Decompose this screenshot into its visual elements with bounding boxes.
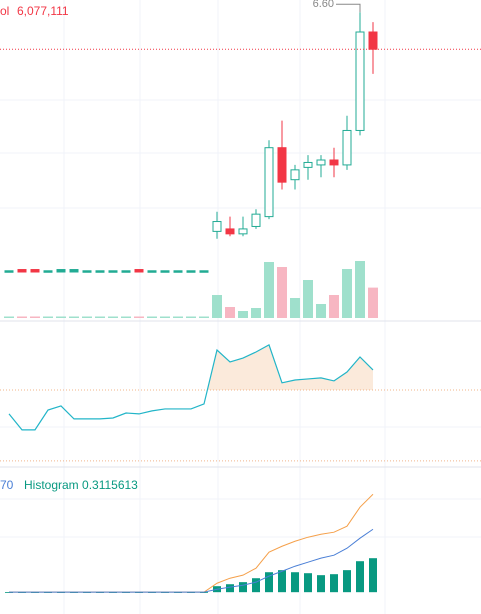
histogram-bar xyxy=(291,572,299,593)
candle-body xyxy=(82,270,92,273)
candle-body xyxy=(264,147,274,218)
candle-body xyxy=(316,159,326,166)
candle-body xyxy=(160,270,170,273)
candle-body xyxy=(303,161,313,168)
histogram-bar xyxy=(226,584,234,593)
candle-body xyxy=(4,270,14,273)
macd-line xyxy=(9,528,374,593)
candle-body xyxy=(225,228,235,235)
histogram-bar xyxy=(278,570,286,593)
volume-bar xyxy=(30,316,40,318)
candle-body xyxy=(329,159,339,166)
histogram-bar xyxy=(356,561,364,593)
candle-body xyxy=(290,169,300,181)
candle-body xyxy=(238,228,248,235)
histogram-bar xyxy=(239,582,247,593)
candle-body xyxy=(56,269,66,273)
volume-bar xyxy=(238,311,248,318)
histogram-legend: Histogram 0.3115613 xyxy=(24,478,138,492)
macd-legend: 70 xyxy=(0,478,14,492)
volume-bar xyxy=(290,298,300,318)
candle-body xyxy=(368,31,378,50)
histogram-bar xyxy=(304,573,312,593)
volume-bar xyxy=(56,316,66,318)
volume-legend-value: 6,077,111 xyxy=(17,4,69,18)
volume-bar xyxy=(225,307,235,318)
histogram-bar xyxy=(369,558,377,593)
candle-body xyxy=(30,269,40,273)
volume-bar xyxy=(264,262,274,318)
volume-bar xyxy=(121,316,131,318)
volume-bar xyxy=(251,308,261,318)
histogram-bar xyxy=(265,572,273,593)
histogram-bar xyxy=(252,578,260,593)
volume-bar xyxy=(212,295,222,318)
candle-body xyxy=(134,269,144,273)
volume-bar xyxy=(69,316,79,318)
max-label: 6.60 xyxy=(313,0,334,10)
volume-bar xyxy=(82,316,92,318)
candle-body xyxy=(17,269,27,273)
volume-bar xyxy=(147,316,157,318)
volume-bar xyxy=(160,316,170,318)
volume-bar xyxy=(342,269,352,318)
volume-bar xyxy=(355,261,365,318)
volume-bar xyxy=(4,316,14,318)
volume-bar xyxy=(199,316,209,318)
volume-bar xyxy=(108,316,118,318)
candle-body xyxy=(173,270,183,273)
volume-bar xyxy=(316,304,326,318)
candle-body xyxy=(199,270,209,273)
candle-body xyxy=(342,129,352,166)
histogram-bar xyxy=(317,575,325,593)
candle-body xyxy=(277,147,287,183)
candle-body xyxy=(251,213,261,227)
volume-bar xyxy=(303,280,313,318)
candle-body xyxy=(212,221,222,232)
volume-bar xyxy=(329,295,339,318)
candle-body xyxy=(43,270,53,273)
volume-bar xyxy=(173,316,183,318)
volume-bar xyxy=(43,316,53,318)
volume-legend-name: ol xyxy=(0,4,9,18)
volume-bar xyxy=(17,316,27,318)
indicator-line xyxy=(8,344,374,431)
volume-bar xyxy=(186,316,196,318)
candle-body xyxy=(355,31,365,131)
max-label-leader xyxy=(336,3,361,13)
candle-body xyxy=(95,270,105,273)
histogram-bar xyxy=(330,574,338,593)
volume-bar xyxy=(277,267,287,318)
overbought-fill xyxy=(9,344,373,390)
volume-bar xyxy=(95,316,105,318)
candle-body xyxy=(69,269,79,273)
histogram-bar xyxy=(343,570,351,593)
volume-bar xyxy=(368,287,378,318)
candle-body xyxy=(108,270,118,273)
candle-body xyxy=(186,270,196,273)
candle-body xyxy=(121,270,131,273)
candle-body xyxy=(147,270,157,273)
volume-bar xyxy=(134,316,144,318)
